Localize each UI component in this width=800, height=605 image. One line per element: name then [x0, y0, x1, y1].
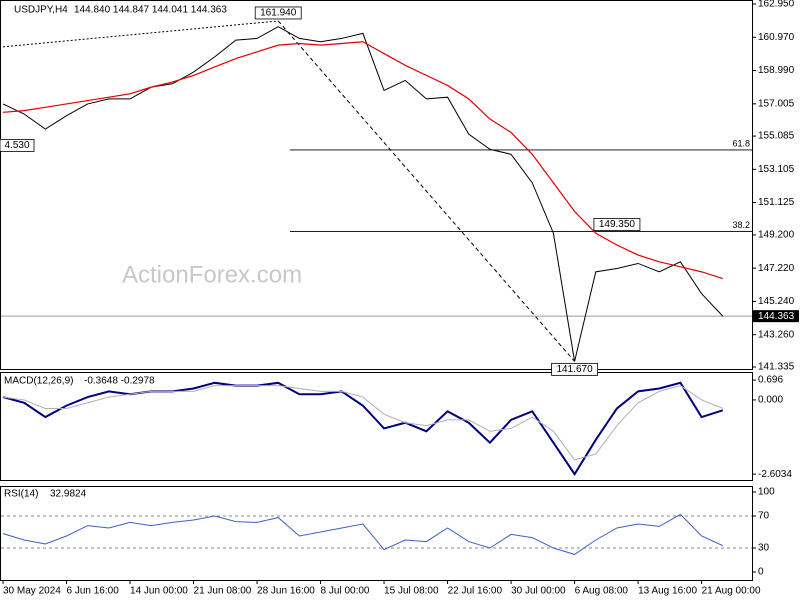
- fib-label: 61.8: [732, 138, 750, 148]
- rsi-subtitle: 32.9824: [50, 489, 87, 500]
- watermark: ActionForex.com: [122, 261, 302, 288]
- x-tick-label: 6 Aug 08:00: [575, 586, 629, 597]
- y-tick-label: 151.125: [758, 197, 795, 208]
- y-tick-label: 149.200: [758, 230, 795, 241]
- macd-subtitle: -0.3648 -0.2978: [84, 376, 155, 387]
- annotation-label: 149.350: [599, 219, 636, 230]
- annotation-box: [0, 139, 35, 152]
- annotation-box: [254, 6, 302, 20]
- y-tick-label: 0.000: [758, 395, 783, 406]
- annotation-label: 161.940: [260, 8, 297, 19]
- y-tick-label: 30: [758, 543, 770, 554]
- y-tick-label: 153.105: [758, 164, 795, 175]
- y-tick-label: 157.005: [758, 98, 795, 109]
- y-tick-label: 141.335: [758, 362, 795, 373]
- series-line: [2, 26, 724, 362]
- x-tick-label: 28 Jun 16:00: [257, 586, 315, 597]
- y-tick-label: 155.085: [758, 131, 795, 142]
- macd-panel: [0, 372, 753, 481]
- x-tick-label: 14 Jun 00:00: [130, 586, 188, 597]
- x-tick-label: 30 May 2024: [3, 586, 61, 597]
- x-tick-label: 15 Jul 08:00: [384, 586, 439, 597]
- rsi-title: RSI(14): [4, 489, 38, 500]
- y-tick-label: -2.6034: [758, 469, 792, 480]
- annotation-label: 4.530: [4, 140, 29, 151]
- x-tick-label: 30 Jul 00:00: [511, 586, 566, 597]
- x-tick-label: 13 Aug 16:00: [638, 586, 697, 597]
- y-tick-label: 70: [758, 511, 770, 522]
- y-tick-label: 100: [758, 487, 775, 498]
- y-tick-label: 147.220: [758, 263, 795, 274]
- rsi-panel: [0, 486, 753, 581]
- y-tick-label: 158.990: [758, 65, 795, 76]
- last-price-box: [752, 310, 799, 323]
- price-panel: [0, 0, 753, 370]
- y-tick-label: 0: [758, 567, 764, 578]
- x-tick-label: 8 Jul 00:00: [321, 586, 370, 597]
- y-tick-label: 160.970: [758, 32, 795, 43]
- series-line: [2, 385, 723, 461]
- x-tick-label: 22 Jul 16:00: [448, 586, 503, 597]
- chart-title: USDJPY,H4: [14, 5, 68, 16]
- y-tick-label: 162.950: [758, 0, 795, 10]
- series-line: [2, 381, 724, 476]
- series-line: [2, 513, 723, 555]
- y-tick-label: 143.260: [758, 329, 795, 340]
- x-tick-label: 21 Aug 00:00: [702, 586, 761, 597]
- y-tick-label: 145.240: [758, 296, 795, 307]
- trendline: [277, 20, 575, 362]
- macd-title: MACD(12,26,9): [4, 376, 73, 387]
- annotation-box: [551, 362, 598, 376]
- annotation-label: 141.670: [557, 364, 594, 375]
- trendline: [2, 20, 279, 48]
- chart-subtitle: 144.840 144.847 144.041 144.363: [74, 5, 227, 16]
- annotation-box: [593, 217, 641, 231]
- y-tick-label: 0.696: [758, 375, 783, 386]
- x-tick-label: 21 Jun 08:00: [194, 586, 252, 597]
- last-price-label: 144.363: [758, 311, 795, 322]
- fib-label: 38.2: [732, 220, 750, 230]
- x-tick-label: 6 Jun 16:00: [67, 586, 120, 597]
- series-line: [2, 41, 723, 280]
